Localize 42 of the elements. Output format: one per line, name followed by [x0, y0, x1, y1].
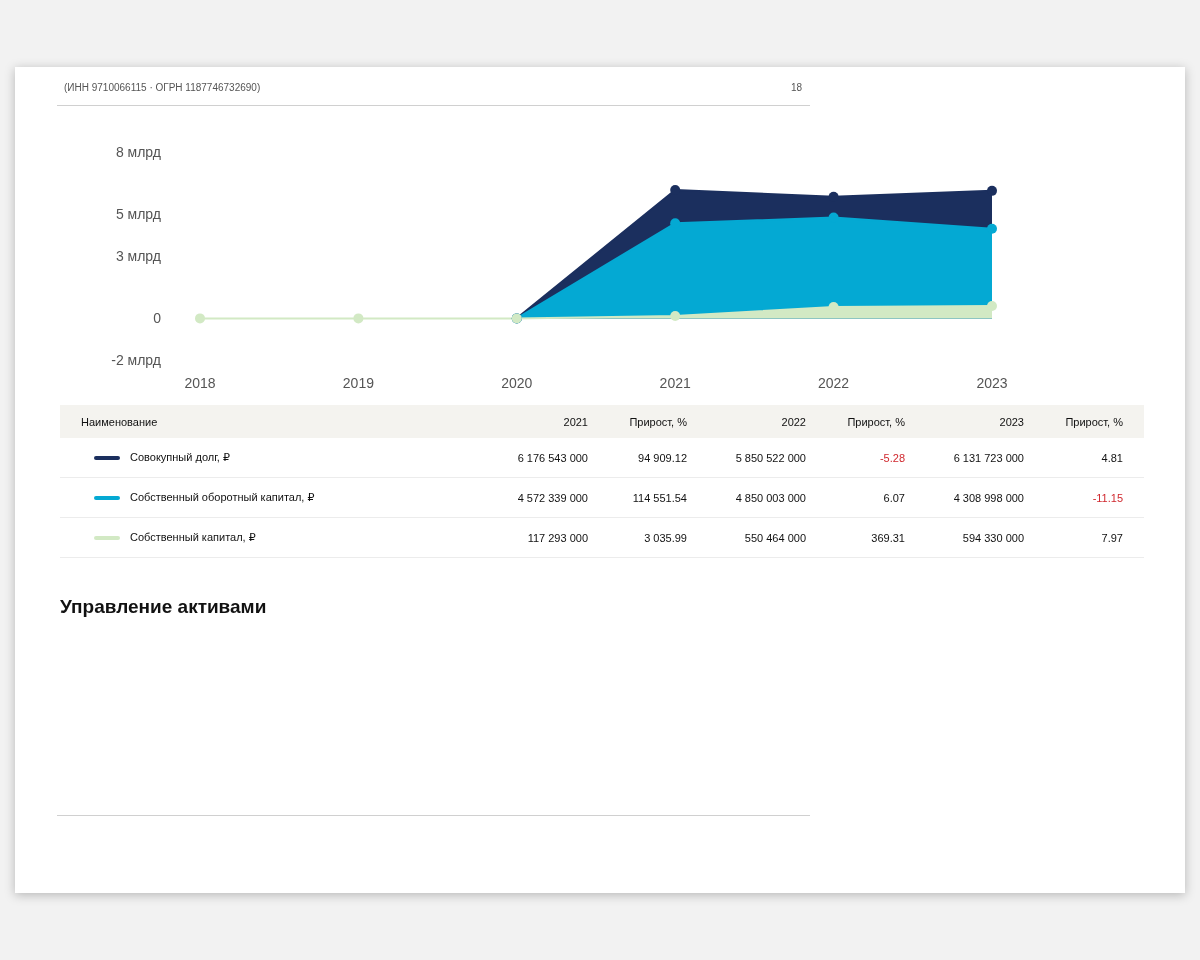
text: Прирост, %: [847, 415, 905, 428]
text: Прирост, %: [1065, 415, 1123, 428]
x-tick-label: 2022: [818, 374, 850, 391]
text: (ИНН 9710066115 · ОГРН 1187746732690): [64, 82, 261, 93]
legend-label: Собственный капитал, ₽: [130, 531, 256, 544]
y-tick-label: 5 млрд: [115, 206, 161, 223]
y-tick-label: 3 млрд: [115, 247, 161, 264]
category-label: 2022: [781, 415, 806, 428]
text: Управление активами: [60, 596, 267, 617]
text: 114 551.54: [632, 491, 687, 504]
y-tick-label: -2 млрд: [111, 351, 161, 368]
text: 6 176 543 000: [517, 451, 588, 464]
category-label: 2023: [999, 415, 1024, 428]
text: 3 035.99: [644, 531, 687, 544]
text: Прирост, %: [629, 415, 687, 428]
text: 94 909.12: [638, 451, 687, 464]
text: 7.97: [1101, 531, 1123, 544]
legend-label: Совокупный долг, ₽: [130, 451, 230, 464]
text: 4 572 339 000: [517, 491, 588, 504]
y-tick-label: 8 млрд: [115, 143, 161, 160]
text: 4 850 003 000: [735, 491, 806, 504]
legend-title: Наименование: [81, 415, 158, 428]
x-tick-label: 2018: [184, 374, 216, 391]
x-tick-label: 2019: [342, 374, 375, 391]
x-tick-label: 2020: [501, 374, 533, 391]
text: 117 293 000: [527, 531, 588, 544]
text: 594 330 000: [962, 531, 1024, 544]
category-label: 2021: [563, 415, 588, 428]
text: 550 464 000: [744, 531, 806, 544]
text: 6.07: [883, 491, 905, 504]
text: 5 850 522 000: [735, 451, 806, 464]
text: 369.31: [871, 531, 905, 544]
x-tick-label: 2021: [659, 374, 691, 391]
text: -11.15: [1092, 491, 1123, 504]
text: 4 308 998 000: [953, 491, 1024, 504]
legend-label: Собственный оборотный капитал, ₽: [130, 491, 315, 504]
y-tick-label: 0: [153, 310, 162, 327]
x-tick-label: 2023: [976, 374, 1008, 391]
text: 18: [790, 82, 802, 93]
text: -5.28: [879, 451, 905, 464]
text: 6 131 723 000: [953, 451, 1024, 464]
text: 4.81: [1101, 451, 1123, 464]
